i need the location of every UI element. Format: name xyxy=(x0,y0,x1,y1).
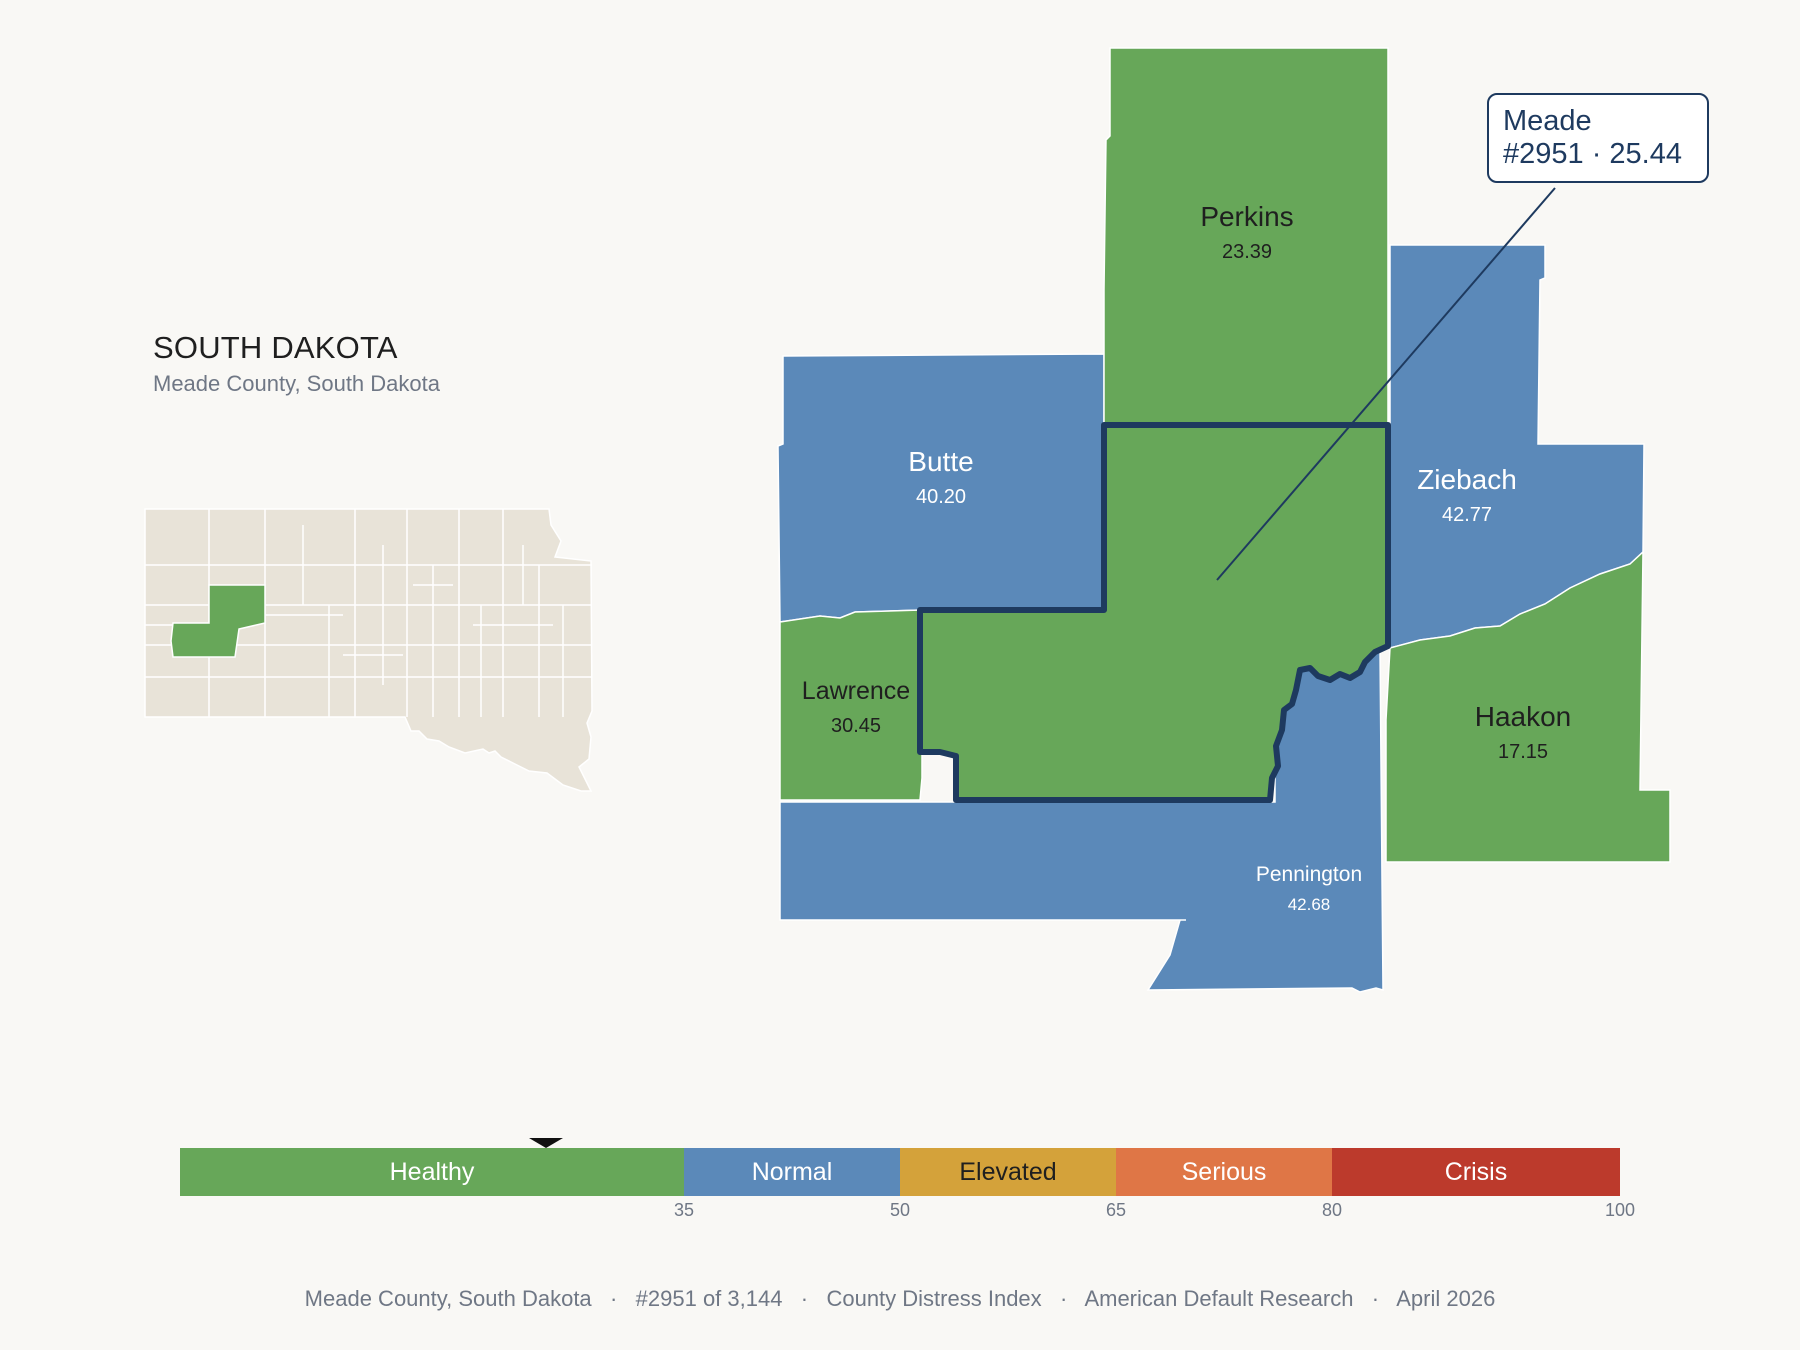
distress-legend: Healthy Normal Elevated Serious Crisis xyxy=(180,1148,1620,1196)
callout-leader-line xyxy=(1216,187,1556,581)
legend-segment-serious: Serious xyxy=(1116,1148,1332,1196)
legend-tick-50: 50 xyxy=(889,1200,911,1220)
selected-county-callout: Meade #2951 · 25.44 xyxy=(1487,93,1709,183)
county-subtitle: Meade County, South Dakota xyxy=(153,371,440,396)
label-butte-name: Butte xyxy=(908,446,973,477)
meade-locator xyxy=(170,584,266,658)
label-ziebach-value: 42.77 xyxy=(1442,504,1492,526)
county-labels: Perkins 23.39 Butte 40.20 Ziebach 42.77 … xyxy=(802,201,1571,914)
state-outline xyxy=(144,508,593,792)
state-locator-map xyxy=(144,508,593,792)
label-ziebach-name: Ziebach xyxy=(1417,464,1517,495)
label-haakon-value: 17.15 xyxy=(1498,741,1548,763)
label-pennington-value: 42.68 xyxy=(1288,895,1331,914)
county-haakon[interactable] xyxy=(1385,550,1671,863)
callout-county-name: Meade xyxy=(1503,105,1592,137)
footer-caption: Meade County, South Dakota · #2951 of 3,… xyxy=(304,1286,1496,1311)
label-lawrence-name: Lawrence xyxy=(802,677,910,705)
legend-segment-normal: Normal xyxy=(684,1148,900,1196)
state-title: SOUTH DAKOTA xyxy=(153,330,398,365)
legend-tick-65: 65 xyxy=(1105,1200,1127,1220)
legend-segment-crisis: Crisis xyxy=(1332,1148,1620,1196)
label-butte-value: 40.20 xyxy=(916,486,966,508)
label-perkins-value: 23.39 xyxy=(1222,241,1272,263)
label-lawrence-value: 30.45 xyxy=(831,715,881,737)
county-lawrence[interactable] xyxy=(779,609,923,801)
label-pennington-name: Pennington xyxy=(1256,863,1362,886)
legend-tick-100: 100 xyxy=(1604,1200,1636,1220)
legend-tick-80: 80 xyxy=(1321,1200,1343,1220)
legend-tick-35: 35 xyxy=(673,1200,695,1220)
callout-rank-value: #2951 · 25.44 xyxy=(1503,138,1682,170)
legend-segment-healthy: Healthy xyxy=(180,1148,684,1196)
label-perkins-name: Perkins xyxy=(1200,201,1293,232)
county-perkins[interactable] xyxy=(1103,47,1389,426)
legend-segment-elevated: Elevated xyxy=(900,1148,1116,1196)
score-marker-icon xyxy=(529,1138,564,1148)
label-haakon-name: Haakon xyxy=(1475,701,1572,732)
